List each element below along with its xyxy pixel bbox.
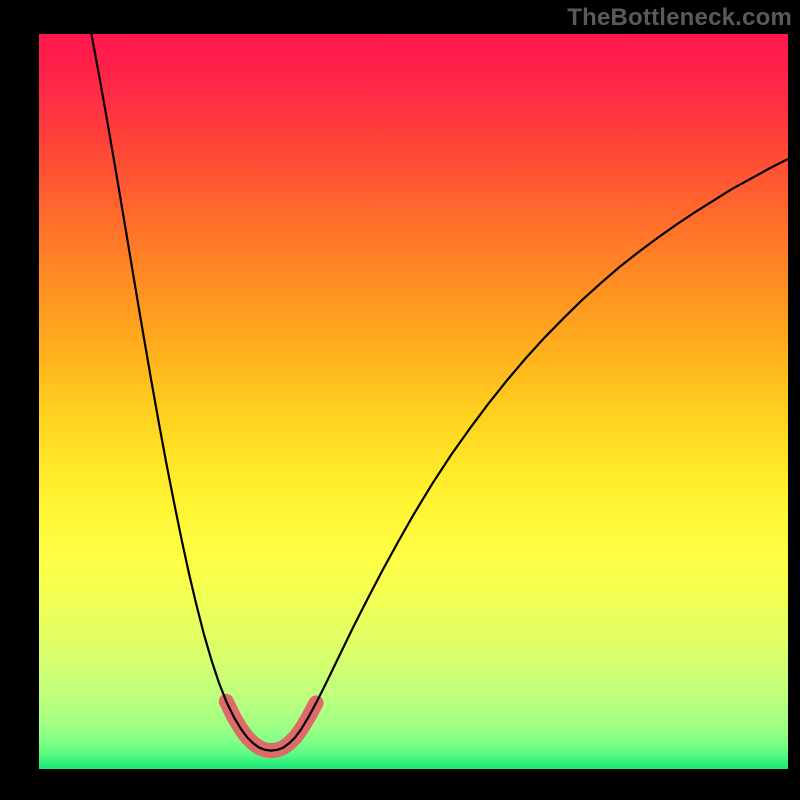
watermark-label: TheBottleneck.com	[567, 4, 792, 32]
plot-area	[39, 34, 788, 769]
chart-svg	[39, 34, 788, 769]
chart-frame: TheBottleneck.com	[0, 0, 800, 800]
chart-background	[39, 34, 788, 769]
